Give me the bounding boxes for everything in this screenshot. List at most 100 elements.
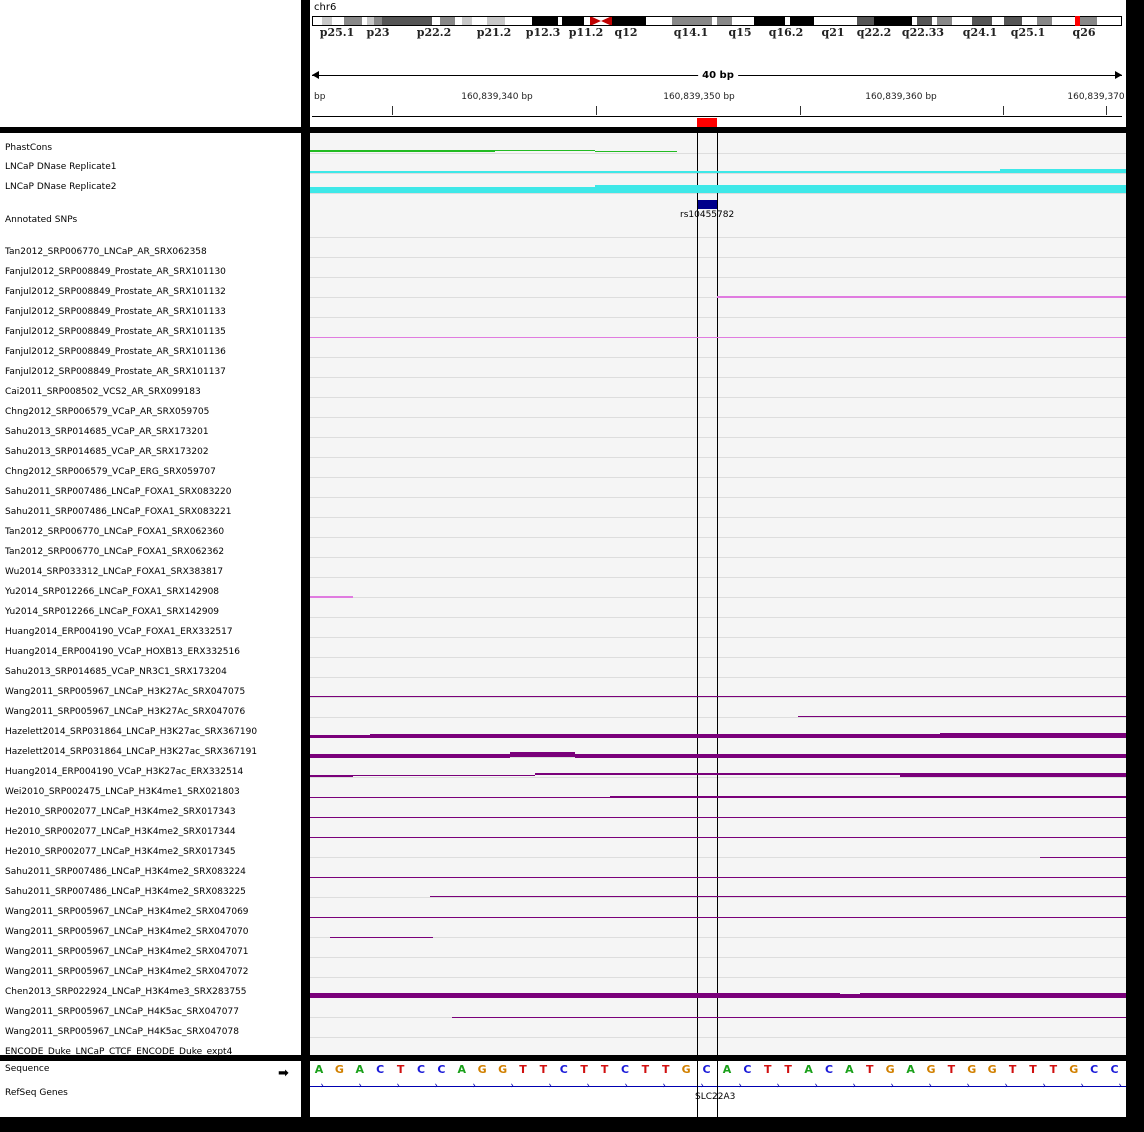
track-separator [310, 457, 1126, 458]
strand-chevron-icon: › [700, 1081, 704, 1091]
ruler-label: 160,839,340 bp [461, 92, 533, 102]
signal-bar [1040, 857, 1126, 858]
track-name[interactable]: Wang2011_SRP005967_LNCaP_H4K5ac_SRX04707… [5, 1027, 239, 1037]
strand-chevron-icon: › [624, 1081, 628, 1091]
signal-bar [310, 993, 840, 998]
signal-bar [940, 733, 1126, 738]
track-name[interactable]: Huang2014_ERP004190_VCaP_HOXB13_ERX33251… [5, 647, 240, 657]
signal-bar [1000, 169, 1126, 173]
track-name[interactable]: Sahu2013_SRP014685_VCaP_NR3C1_SRX173204 [5, 667, 227, 677]
track-name[interactable]: Sahu2011_SRP007486_LNCaP_FOXA1_SRX083221 [5, 507, 232, 517]
track-name[interactable]: He2010_SRP002077_LNCaP_H3K4me2_SRX017343 [5, 807, 236, 817]
ruler-tick [1106, 106, 1107, 115]
track-name[interactable]: PhastCons [5, 143, 53, 153]
ideogram-band [332, 16, 344, 26]
track-name[interactable]: Wang2011_SRP005967_LNCaP_H3K27Ac_SRX0470… [5, 707, 246, 717]
strand-arrow-icon[interactable]: ➡ [278, 1066, 289, 1081]
track-name[interactable]: Wang2011_SRP005967_LNCaP_H3K4me2_SRX0470… [5, 907, 249, 917]
track-name[interactable]: Chen2013_SRP022924_LNCaP_H3K4me3_SRX2837… [5, 987, 247, 997]
track-name[interactable]: Fanjul2012_SRP008849_Prostate_AR_SRX1011… [5, 307, 226, 317]
sequence-track-label[interactable]: Sequence [5, 1064, 50, 1074]
sequence-base: T [1049, 1063, 1058, 1076]
ideogram-band [1004, 16, 1022, 26]
band-label: q26 [1072, 26, 1096, 39]
track-name[interactable]: Yu2014_SRP012266_LNCaP_FOXA1_SRX142908 [5, 587, 220, 597]
ideogram-band [462, 16, 472, 26]
track-name[interactable]: Fanjul2012_SRP008849_Prostate_AR_SRX1011… [5, 267, 226, 277]
track-name[interactable]: He2010_SRP002077_LNCaP_H3K4me2_SRX017345 [5, 847, 236, 857]
snp-feature[interactable] [697, 200, 717, 209]
track-separator [310, 317, 1126, 318]
track-name[interactable]: LNCaP DNase Replicate2 [5, 182, 117, 192]
signal-bar [370, 734, 940, 738]
ideogram-band [992, 16, 1004, 26]
ideogram-band [487, 16, 505, 26]
chromosome-name[interactable]: chr6 [314, 2, 337, 13]
track-name[interactable]: Hazelett2014_SRP031864_LNCaP_H3K27ac_SRX… [5, 747, 258, 757]
track-separator [310, 1037, 1126, 1038]
track-name[interactable]: Fanjul2012_SRP008849_Prostate_AR_SRX1011… [5, 327, 226, 337]
track-name[interactable]: ENCODE_Duke_LNCaP_CTCF_ENCODE_Duke_expt4 [5, 1047, 233, 1057]
signal-bar [310, 735, 370, 738]
track-name[interactable]: Cai2011_SRP008502_VCS2_AR_SRX099183 [5, 387, 201, 397]
track-name[interactable]: Wang2011_SRP005967_LNCaP_H3K4me2_SRX0470… [5, 967, 249, 977]
track-name[interactable]: Huang2014_ERP004190_VCaP_H3K27ac_ERX3325… [5, 767, 244, 777]
ideogram-band [1022, 16, 1037, 26]
track-name[interactable]: Huang2014_ERP004190_VCaP_FOXA1_ERX332517 [5, 627, 233, 637]
ideogram-band [1097, 16, 1122, 26]
refseq-track-label[interactable]: RefSeq Genes [5, 1088, 68, 1098]
sequence-base: A [804, 1063, 813, 1076]
signal-bar [860, 993, 1126, 998]
track-name[interactable]: He2010_SRP002077_LNCaP_H3K4me2_SRX017344 [5, 827, 236, 837]
strand-chevron-icon: › [928, 1081, 932, 1091]
signal-bar [1020, 917, 1126, 918]
gene-name[interactable]: SLC22A3 [695, 1092, 736, 1102]
track-name[interactable]: Wang2011_SRP005967_LNCaP_H3K4me2_SRX0470… [5, 947, 249, 957]
track-name[interactable]: Tan2012_SRP006770_LNCaP_FOXA1_SRX062362 [5, 547, 225, 557]
ideogram-border [312, 16, 1122, 26]
track-separator [310, 617, 1126, 618]
track-name[interactable]: Sahu2013_SRP014685_VCaP_AR_SRX173202 [5, 447, 209, 457]
track-name[interactable]: Chng2012_SRP006579_VCaP_ERG_SRX059707 [5, 467, 216, 477]
track-name[interactable]: Fanjul2012_SRP008849_Prostate_AR_SRX1011… [5, 347, 226, 357]
track-name[interactable]: Wang2011_SRP005967_LNCaP_H3K4me2_SRX0470… [5, 927, 249, 937]
track-name[interactable]: LNCaP DNase Replicate1 [5, 162, 117, 172]
track-name[interactable]: Tan2012_SRP006770_LNCaP_FOXA1_SRX062360 [5, 527, 225, 537]
strand-chevron-icon: › [738, 1081, 742, 1091]
track-separator [310, 517, 1126, 518]
track-name[interactable]: Wang2011_SRP005967_LNCaP_H3K27Ac_SRX0470… [5, 687, 246, 697]
track-name[interactable]: Sahu2013_SRP014685_VCaP_AR_SRX173201 [5, 427, 209, 437]
band-label: q16.2 [768, 26, 804, 39]
chromosome-ideogram[interactable] [312, 16, 1122, 26]
ruler-tick [800, 106, 801, 115]
band-label: p23 [366, 26, 390, 39]
signal-bar [310, 696, 1126, 697]
track-name[interactable]: Sahu2011_SRP007486_LNCaP_H3K4me2_SRX0832… [5, 867, 246, 877]
track-name[interactable]: Wang2011_SRP005967_LNCaP_H4K5ac_SRX04707… [5, 1007, 239, 1017]
centromere-left-icon [590, 16, 601, 26]
sequence-base: A [314, 1063, 324, 1076]
track-name[interactable]: Wei2010_SRP002475_LNCaP_H3K4me1_SRX02180… [5, 787, 240, 797]
gene-body-line[interactable] [310, 1086, 1126, 1087]
strand-chevron-icon: › [890, 1081, 894, 1091]
track-name[interactable]: Sahu2011_SRP007486_LNCaP_FOXA1_SRX083220 [5, 487, 232, 497]
ideogram-band [312, 16, 322, 26]
ideogram-band [785, 16, 790, 26]
track-name[interactable]: Hazelett2014_SRP031864_LNCaP_H3K27ac_SRX… [5, 727, 258, 737]
track-name[interactable]: Fanjul2012_SRP008849_Prostate_AR_SRX1011… [5, 287, 226, 297]
track-separator [310, 257, 1126, 258]
track-name[interactable]: Yu2014_SRP012266_LNCaP_FOXA1_SRX142909 [5, 607, 220, 617]
sequence-base: T [866, 1063, 874, 1076]
sequence-base: C [620, 1063, 630, 1076]
strand-chevron-icon: › [1080, 1081, 1084, 1091]
track-name[interactable]: Tan2012_SRP006770_LNCaP_AR_SRX062358 [5, 247, 207, 257]
track-data-panel[interactable]: rs10455782 [310, 133, 1126, 1055]
track-name[interactable]: Sahu2011_SRP007486_LNCaP_H3K4me2_SRX0832… [5, 887, 246, 897]
track-name[interactable]: Annotated SNPs [5, 215, 78, 225]
track-name[interactable]: Fanjul2012_SRP008849_Prostate_AR_SRX1011… [5, 367, 226, 377]
ideogram-band [917, 16, 932, 26]
track-name[interactable]: Chng2012_SRP006579_VCaP_AR_SRX059705 [5, 407, 210, 417]
track-name[interactable]: Wu2014_SRP033312_LNCaP_FOXA1_SRX383817 [5, 567, 224, 577]
region-of-interest-marker[interactable] [697, 118, 717, 127]
